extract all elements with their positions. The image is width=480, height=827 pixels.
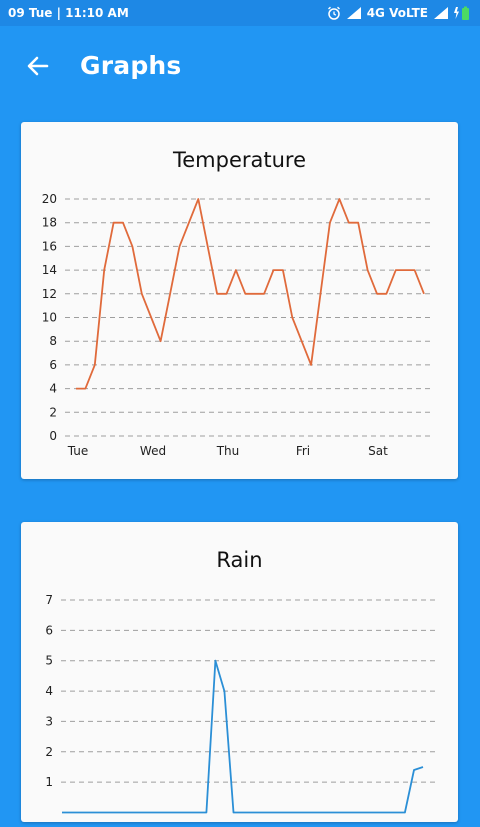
y-tick-label: 20 [42, 192, 57, 206]
series-line [62, 659, 424, 814]
temperature-chart: 0 2 4 6 8 10 12 14 16 18 20 Tue Wed Thu Fri Sat [42, 192, 434, 458]
temperature-chart-card: Temperature 0 2 4 6 8 10 12 14 16 18 20 Tue Wed Thu Fr… [21, 122, 458, 479]
x-tick-label: Fri [296, 444, 310, 458]
status-bar: 09 Tue | 11:10 AM 4G VoLTE [0, 0, 480, 26]
y-tick-label: 7 [45, 593, 53, 607]
status-icons: 4G VoLTE [327, 6, 470, 20]
y-tick-label: 2 [49, 405, 57, 419]
app-bar: Graphs [0, 26, 480, 106]
signal-icon [434, 7, 448, 19]
y-tick-label: 3 [45, 714, 53, 728]
y-tick-label: 6 [45, 623, 53, 637]
y-tick-label: 4 [45, 684, 53, 698]
alarm-icon [327, 6, 340, 20]
y-tick-label: 8 [49, 334, 57, 348]
chart-title: Rain [216, 548, 263, 572]
x-tick-label: Sat [368, 444, 388, 458]
status-time: 09 Tue | 11:10 AM [8, 6, 129, 20]
y-tick-label: 10 [42, 311, 57, 325]
y-tick-label: 12 [42, 287, 57, 301]
y-tick-label: 14 [42, 263, 57, 277]
y-tick-label: 5 [45, 654, 53, 668]
rain-chart-card: Rain 1 2 3 4 5 6 7 [21, 522, 458, 822]
y-tick-label: 1 [45, 775, 53, 789]
y-tick-label: 0 [49, 429, 57, 443]
signal-icon [346, 7, 361, 19]
arrow-left-icon [27, 56, 49, 76]
page-title: Graphs [80, 51, 182, 80]
x-tick-label: Wed [140, 444, 166, 458]
y-tick-label: 6 [49, 358, 57, 372]
series-line [76, 198, 425, 390]
x-tick-label: Tue [67, 444, 89, 458]
network-type: 4G VoLTE [366, 6, 428, 20]
x-tick-label: Thu [216, 444, 240, 458]
battery-charging-icon [454, 6, 469, 20]
y-tick-label: 18 [42, 216, 57, 230]
y-tick-label: 4 [49, 382, 57, 396]
chart-title: Temperature [172, 148, 307, 172]
back-button[interactable] [22, 50, 54, 82]
y-tick-label: 2 [45, 745, 53, 759]
y-tick-label: 16 [42, 239, 57, 253]
